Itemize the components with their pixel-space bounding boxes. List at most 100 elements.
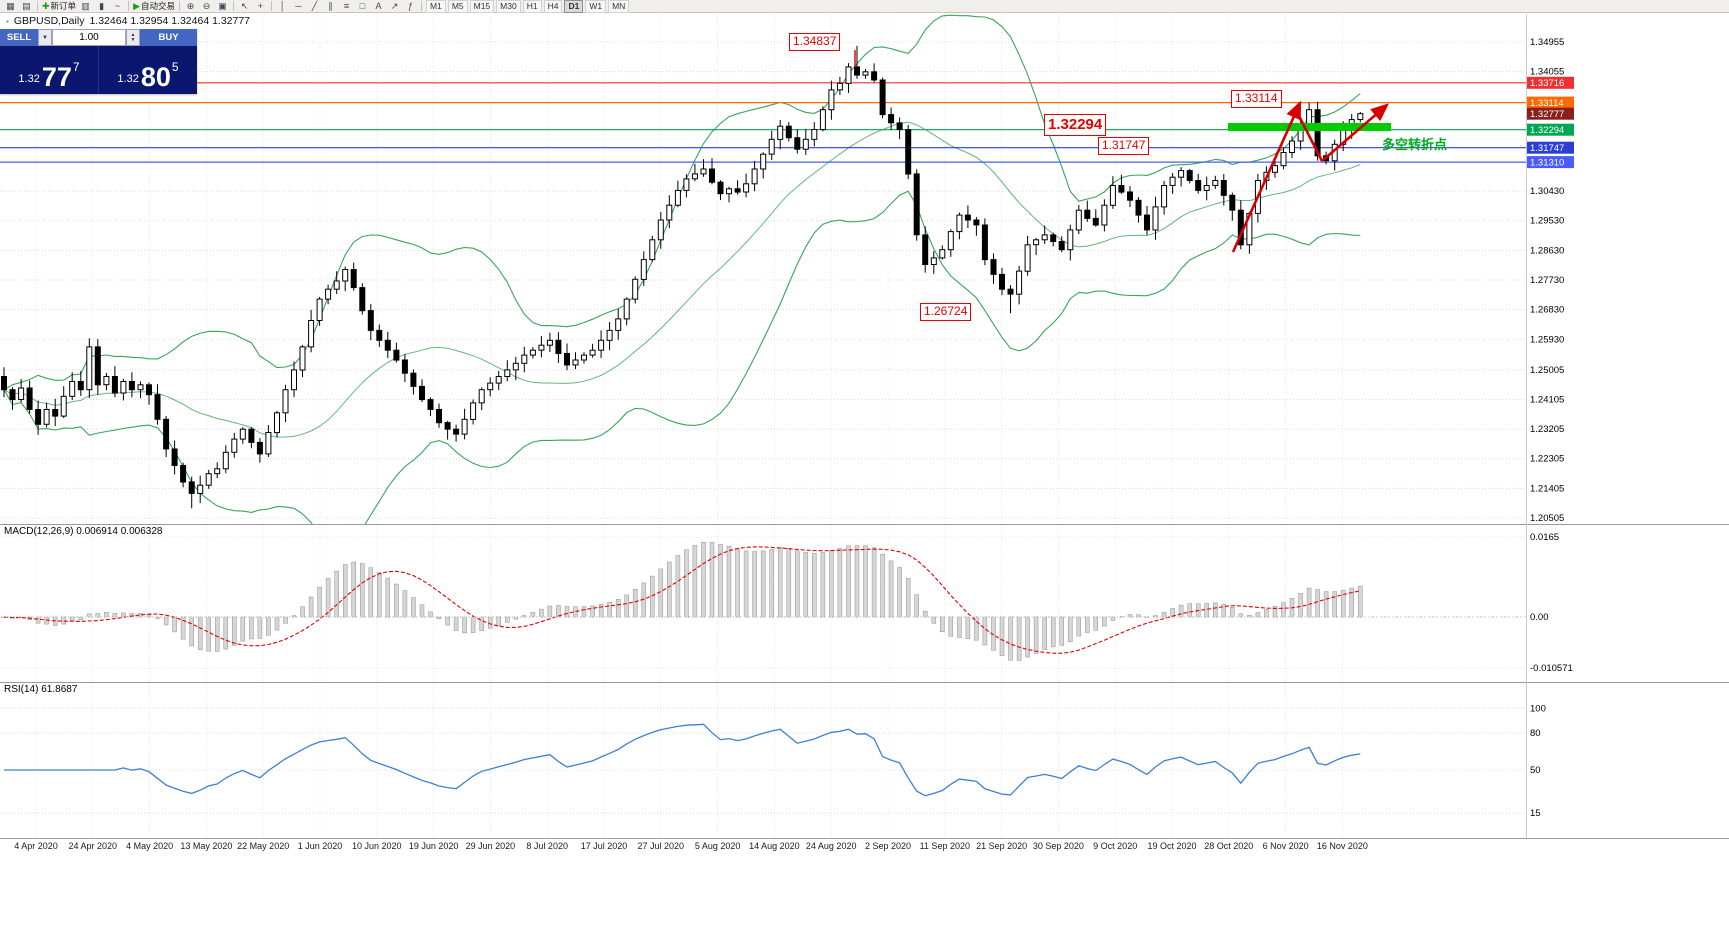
- rsi-value: 61.8687: [41, 684, 78, 695]
- one-click-trading-panel: SELL ▼ ▲▼ BUY 1.32 77 7 1.32 80 5: [0, 29, 197, 94]
- toolbar-separator: [233, 1, 234, 11]
- date-label: 27 Jul 2020: [638, 841, 685, 851]
- trend-arrow-object[interactable]: [1321, 103, 1389, 162]
- toolbar-separator: [179, 1, 180, 11]
- rsi-name: RSI(14): [4, 684, 39, 695]
- tile-windows-icon[interactable]: ▣: [215, 1, 230, 12]
- text-icon[interactable]: A: [371, 1, 386, 12]
- zoom-in-icon[interactable]: ⊕: [183, 1, 198, 12]
- chart-line-icon[interactable]: ~: [110, 1, 125, 12]
- timeframe-m15[interactable]: M15: [469, 0, 495, 13]
- chart-symbol: GBPUSD,Daily: [13, 15, 85, 27]
- price-axis-label: 1.34055: [1530, 67, 1564, 78]
- macd-values: 0.006914 0.006328: [76, 526, 163, 537]
- trend-arrow-object[interactable]: [1295, 111, 1324, 162]
- sell-price-prefix: 1.32: [18, 73, 40, 85]
- auto-trading-button[interactable]: ▶ 自动交易: [132, 1, 176, 12]
- date-label: 28 Oct 2020: [1204, 841, 1253, 851]
- price-annotation-sep-low[interactable]: 1.26724: [920, 303, 972, 321]
- stepper-up-icon: ▲: [130, 31, 136, 38]
- current-price-tag: [1527, 107, 1574, 120]
- date-label: 16 Nov 2020: [1317, 841, 1368, 851]
- sell-price[interactable]: 1.32 77 7: [0, 46, 98, 94]
- price-tag-label: 1.33114: [1530, 98, 1564, 109]
- sell-button[interactable]: SELL: [0, 29, 38, 46]
- price-annotation-nov-high[interactable]: 1.33114: [1231, 90, 1282, 108]
- chart-candles-icon[interactable]: ▮: [94, 1, 109, 12]
- date-label: 24 Apr 2020: [69, 841, 118, 851]
- date-label: 19 Jun 2020: [409, 841, 459, 851]
- trendline-icon-icon: ╱: [311, 0, 318, 11]
- chart-bars-icon[interactable]: ▥: [78, 1, 93, 12]
- charts-window-icon-icon: ▦: [6, 0, 15, 11]
- timeframe-m1[interactable]: M1: [426, 0, 446, 13]
- horizontal-line-icon[interactable]: ─: [291, 1, 306, 12]
- new-order-button[interactable]: ✚ 新订单: [41, 1, 77, 12]
- price-annotation-support-2[interactable]: 1.31747: [1098, 137, 1150, 155]
- arrow-tool-icon-icon: ↗: [390, 0, 399, 11]
- timeframe-h1[interactable]: H1: [522, 0, 542, 13]
- crosshair-icon[interactable]: +: [253, 1, 268, 12]
- sell-price-big: 77: [41, 61, 72, 92]
- buy-price-sup: 5: [171, 60, 179, 74]
- rsi-axis-label: 80: [1530, 728, 1541, 739]
- date-label: 19 Oct 2020: [1147, 841, 1196, 851]
- candles[interactable]: [1, 45, 1364, 509]
- pivot-point-label[interactable]: 多空转折点: [1382, 137, 1448, 152]
- price-annotation-peak[interactable]: 1.34837: [789, 33, 841, 51]
- timeframe-w1[interactable]: W1: [585, 0, 607, 13]
- timeframe-d1[interactable]: D1: [564, 0, 584, 13]
- fibonacci-icon[interactable]: ≡: [339, 1, 354, 12]
- macd-signal-line: [3, 546, 1361, 654]
- trendline-icon[interactable]: ╱: [307, 1, 322, 12]
- chart-context-icon[interactable]: ▪: [6, 16, 9, 26]
- text-icon-icon: A: [375, 1, 382, 11]
- arrow-tool-icon[interactable]: ↗: [387, 1, 402, 12]
- vertical-line-icon[interactable]: │: [275, 1, 290, 12]
- price-tag-label: 1.32294: [1530, 125, 1564, 136]
- price-axis-label: 1.29530: [1530, 216, 1564, 227]
- price-axis-label: 1.30430: [1530, 186, 1564, 197]
- chart-line-icon-icon: ~: [114, 1, 121, 11]
- price-annotation-support-main[interactable]: 1.32294: [1044, 114, 1107, 136]
- zoom-out-icon[interactable]: ⊖: [199, 1, 214, 12]
- toolbar-separator: [128, 1, 130, 11]
- date-label: 21 Sep 2020: [976, 841, 1027, 851]
- price-axis-label: 1.25005: [1530, 365, 1564, 376]
- buy-button[interactable]: BUY: [140, 29, 197, 46]
- date-label: 22 May 2020: [237, 841, 289, 851]
- fibonacci-icon-icon: ≡: [343, 1, 350, 11]
- chart-symbol-header: ▪ GBPUSD,Daily 1.32464 1.32954 1.32464 1…: [6, 15, 250, 27]
- price-tag-label: 1.33716: [1530, 78, 1564, 89]
- indicators-icon[interactable]: ƒ: [403, 1, 418, 12]
- buy-price[interactable]: 1.32 80 5: [98, 46, 197, 94]
- trend-arrow-object[interactable]: [1231, 100, 1302, 253]
- price-axis-label: 1.26830: [1530, 305, 1564, 316]
- shapes-icon[interactable]: □: [355, 1, 370, 12]
- date-label: 24 Aug 2020: [806, 841, 857, 851]
- timeframe-mn[interactable]: MN: [608, 0, 630, 13]
- support-zone-band[interactable]: [1228, 123, 1391, 131]
- new-order-button-label: 新订单: [50, 1, 77, 11]
- timeframe-m30[interactable]: M30: [496, 0, 521, 13]
- buy-price-prefix: 1.32: [117, 73, 139, 85]
- bollinger-bands[interactable]: [3, 14, 1361, 548]
- date-label: 30 Sep 2020: [1033, 841, 1084, 851]
- timeframe-m5[interactable]: M5: [447, 0, 468, 13]
- rsi-axis-label: 50: [1530, 765, 1541, 776]
- date-label: 29 Jun 2020: [466, 841, 516, 851]
- cursor-icon[interactable]: ↖: [237, 1, 252, 12]
- price-axis-label: 1.24105: [1530, 394, 1564, 405]
- market-watch-icon[interactable]: ▤: [19, 1, 34, 12]
- volume-stepper[interactable]: ▲ ▼: [126, 29, 140, 46]
- charts-window-icon[interactable]: ▦: [3, 1, 18, 12]
- timeframe-h4[interactable]: H4: [543, 0, 563, 13]
- volume-dropdown[interactable]: ▼: [38, 29, 52, 46]
- channel-icon[interactable]: ∥: [323, 1, 338, 12]
- sell-price-sup: 7: [72, 60, 80, 74]
- price-axis-label: 1.34955: [1530, 37, 1564, 48]
- volume-input[interactable]: [52, 29, 126, 46]
- date-label: 5 Aug 2020: [695, 841, 741, 851]
